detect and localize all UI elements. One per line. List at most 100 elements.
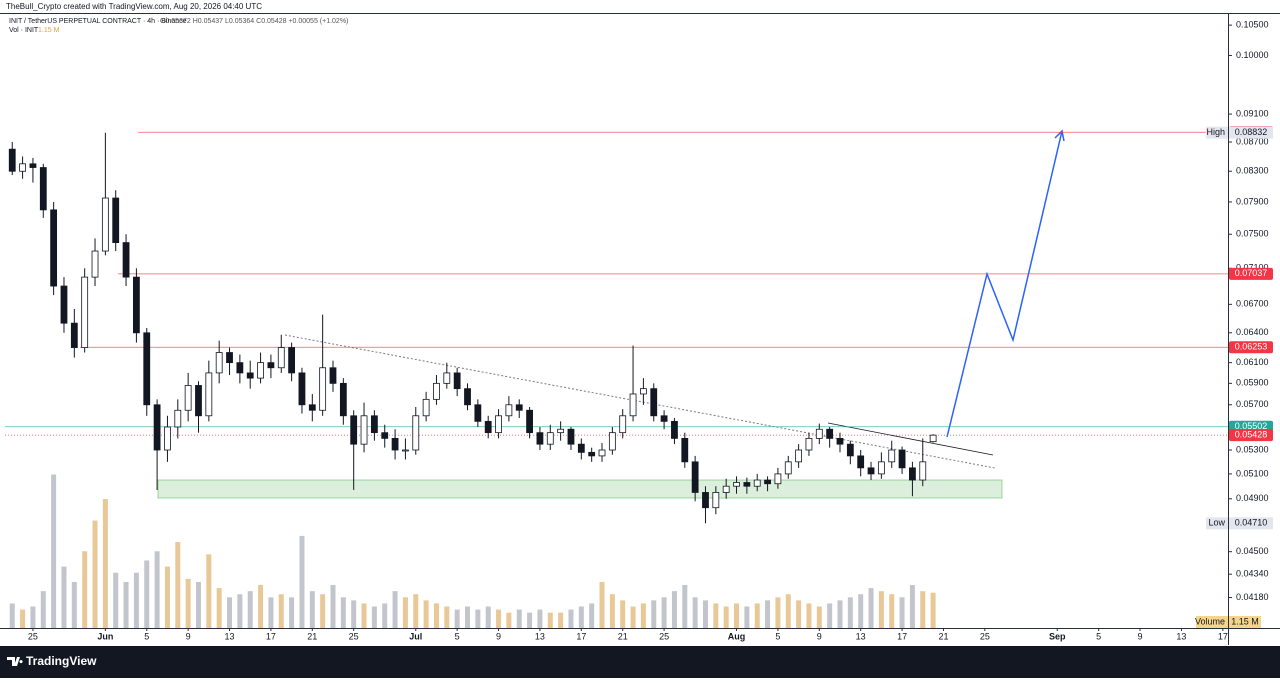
candle-body xyxy=(174,409,182,428)
candle-body xyxy=(743,482,751,487)
x-tick-label: 25 xyxy=(28,631,38,641)
high-label: High xyxy=(1206,127,1225,137)
candle-body xyxy=(29,163,37,168)
candle-body xyxy=(640,388,647,395)
candle-body xyxy=(557,428,565,434)
x-tick-label: 17 xyxy=(1218,631,1228,641)
y-tick-label: 0.04500 xyxy=(1236,546,1269,556)
candle-body xyxy=(91,250,99,278)
level-box xyxy=(1229,267,1273,280)
volume-bar xyxy=(465,606,471,628)
candle-body xyxy=(370,415,378,434)
candle-body xyxy=(567,428,575,445)
candle-body xyxy=(360,415,368,445)
x-tick-label: 13 xyxy=(225,631,235,641)
volume-bar xyxy=(547,612,553,628)
candle-body xyxy=(226,352,233,364)
candle-body xyxy=(702,492,709,509)
candle-body xyxy=(815,428,823,439)
level-label: 0.05502 xyxy=(1235,421,1268,431)
candle-body xyxy=(546,432,554,445)
volume-bar xyxy=(765,600,771,628)
candle-body xyxy=(8,148,16,172)
volume-bar xyxy=(144,560,150,628)
y-tick-label: 0.05900 xyxy=(1236,378,1269,388)
low-label: Low xyxy=(1208,518,1225,528)
candle-body xyxy=(70,322,78,348)
volume-bar xyxy=(278,594,284,628)
volume-bar xyxy=(671,591,677,628)
volume-bar xyxy=(930,592,936,628)
volume-bar xyxy=(702,600,708,628)
candle-body xyxy=(495,415,502,434)
volume-bar xyxy=(454,609,460,628)
volume-bar xyxy=(247,591,253,628)
y-tick-label: 0.07100 xyxy=(1236,263,1269,273)
volume-bar xyxy=(371,606,377,628)
volume-bar xyxy=(71,581,77,628)
volume-bar xyxy=(227,597,233,628)
y-tick-label: 0.06700 xyxy=(1236,299,1269,309)
price-axis xyxy=(1228,14,1280,628)
candle-body xyxy=(857,455,865,469)
x-tick-label: 9 xyxy=(496,631,501,641)
volume-bar xyxy=(899,597,905,628)
volume-bar xyxy=(82,551,88,628)
candle-body xyxy=(784,461,792,475)
low-value: 0.04710 xyxy=(1235,518,1268,528)
volume-bar xyxy=(599,581,605,628)
volume-bar xyxy=(485,606,491,628)
level-box xyxy=(1229,341,1273,354)
volume-bar xyxy=(216,588,222,628)
high-box xyxy=(1229,126,1273,139)
candle-body xyxy=(257,362,264,379)
volume-bar xyxy=(713,603,719,628)
candle-body xyxy=(402,449,409,452)
volume-bar xyxy=(837,600,843,628)
y-tick-label: 0.07900 xyxy=(1236,196,1269,206)
candle-body xyxy=(753,479,761,487)
x-tick-label: 25 xyxy=(349,631,359,641)
volume-bar xyxy=(206,554,212,628)
candle-body xyxy=(526,409,533,434)
x-tick-label: 21 xyxy=(307,631,317,641)
candle-body xyxy=(660,415,668,422)
volume-bar xyxy=(620,600,626,628)
y-tick-label: 0.08300 xyxy=(1236,166,1269,176)
candle-body xyxy=(215,352,223,374)
volume-bar xyxy=(796,600,802,628)
volume-value-box xyxy=(1229,616,1261,628)
level-box xyxy=(1229,429,1273,442)
candle-body xyxy=(805,437,813,451)
y-tick-label: 0.06100 xyxy=(1236,357,1269,367)
high-value: 0.08832 xyxy=(1235,127,1268,137)
candle-body xyxy=(60,285,68,324)
volume-bar xyxy=(754,603,760,628)
y-tick-label: 0.06400 xyxy=(1236,327,1269,337)
volume-bar xyxy=(868,588,874,628)
x-tick-label: 5 xyxy=(1096,631,1101,641)
candle-body xyxy=(81,276,89,348)
volume-bar xyxy=(527,612,533,628)
x-tick-label: 17 xyxy=(576,631,586,641)
volume-bar xyxy=(816,606,822,628)
candle-body xyxy=(505,404,513,417)
y-tick-label: 0.04340 xyxy=(1236,569,1269,579)
x-tick-label: 9 xyxy=(186,631,191,641)
x-tick-label: 13 xyxy=(1176,631,1186,641)
y-tick-label: 0.09100 xyxy=(1236,108,1269,118)
candle-body xyxy=(733,482,740,487)
volume-tag-label: Volume xyxy=(1195,616,1225,626)
volume-value: 1.15 M xyxy=(1231,616,1259,626)
y-tick-label: 0.10500 xyxy=(1236,20,1269,30)
candle-body xyxy=(464,388,471,406)
volume-bar xyxy=(878,591,884,628)
volume-bar xyxy=(609,594,615,628)
volume-bar xyxy=(113,572,119,628)
volume-bar xyxy=(299,535,305,628)
volume-bar xyxy=(123,581,129,628)
volume-bar xyxy=(433,603,439,628)
candle-body xyxy=(236,362,244,374)
candle-body xyxy=(112,197,120,243)
